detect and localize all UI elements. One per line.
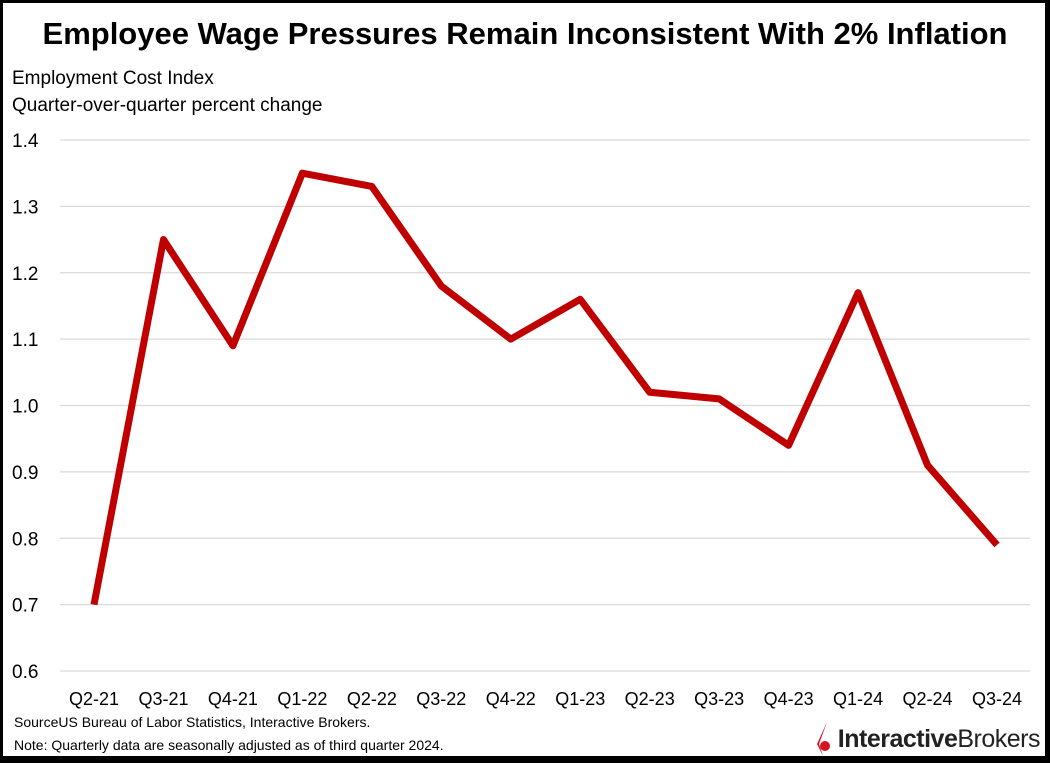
y-tick-label: 0.7 bbox=[12, 596, 38, 617]
x-tick-label: Q4-23 bbox=[764, 689, 814, 709]
data-note: Note: Quarterly data are seasonally adju… bbox=[14, 737, 444, 753]
y-tick-label: 1.2 bbox=[12, 264, 38, 285]
source-note: SourceUS Bureau of Labor Statistics, Int… bbox=[14, 714, 371, 730]
chart-units: Quarter-over-quarter percent change bbox=[12, 95, 323, 116]
y-tick-label: 0.6 bbox=[12, 662, 38, 683]
interactive-brokers-logo: Interactive Brokers bbox=[813, 722, 1040, 756]
logo-text-bold: Interactive bbox=[837, 724, 958, 753]
x-tick-label: Q4-21 bbox=[208, 689, 258, 709]
chart-subtitle: Employment Cost Index bbox=[12, 68, 214, 89]
x-tick-label: Q1-24 bbox=[833, 689, 883, 709]
x-tick-label: Q2-22 bbox=[347, 689, 397, 709]
y-tick-label: 1.0 bbox=[12, 397, 38, 418]
x-tick-label: Q1-22 bbox=[277, 689, 327, 709]
y-tick-label: 1.3 bbox=[12, 197, 38, 218]
x-tick-label: Q2-24 bbox=[903, 689, 953, 709]
y-tick-label: 0.9 bbox=[12, 463, 38, 484]
x-tick-label: Q1-23 bbox=[555, 689, 605, 709]
y-tick-label: 1.4 bbox=[12, 131, 39, 152]
x-tick-label: Q2-23 bbox=[625, 689, 675, 709]
chart-title: Employee Wage Pressures Remain Inconsist… bbox=[42, 16, 1008, 51]
logo-flame-icon bbox=[816, 722, 830, 756]
series-line bbox=[90, 169, 1000, 606]
y-tick-label: 0.8 bbox=[12, 529, 38, 550]
logo-text: Brokers bbox=[957, 724, 1040, 753]
x-tick-label: Q3-24 bbox=[972, 689, 1022, 709]
x-tick-label: Q3-21 bbox=[138, 689, 188, 709]
x-tick-label: Q3-23 bbox=[694, 689, 744, 709]
x-tick-label: Q4-22 bbox=[486, 689, 536, 709]
x-tick-label: Q2-21 bbox=[69, 689, 119, 709]
y-tick-label: 1.1 bbox=[12, 330, 38, 351]
x-tick-label: Q3-22 bbox=[416, 689, 466, 709]
